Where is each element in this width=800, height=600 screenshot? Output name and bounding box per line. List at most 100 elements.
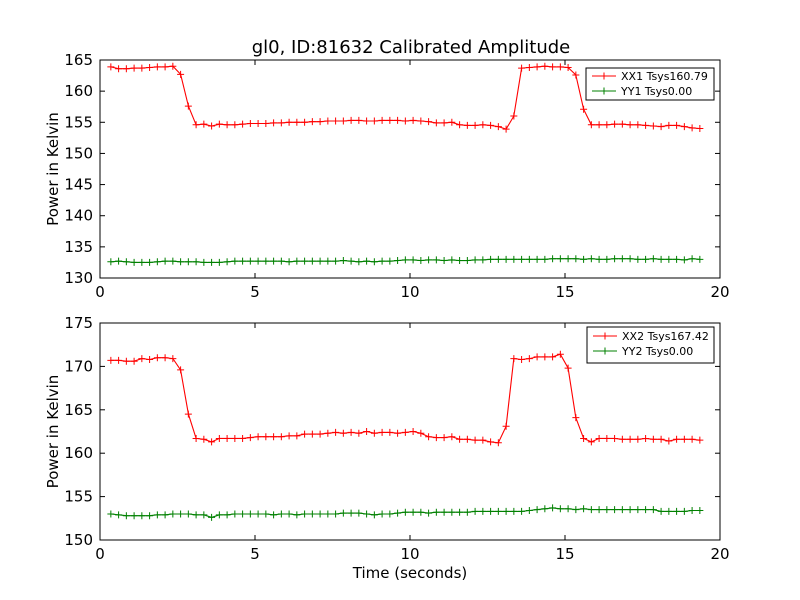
data-point xyxy=(665,437,673,445)
data-point xyxy=(417,117,425,125)
data-point xyxy=(626,121,634,129)
data-point xyxy=(595,255,603,263)
data-point xyxy=(626,255,634,263)
data-point xyxy=(208,438,216,446)
data-point xyxy=(564,364,572,372)
data-point xyxy=(316,510,324,518)
data-point xyxy=(510,112,518,120)
data-point xyxy=(239,434,247,442)
data-point xyxy=(440,119,448,127)
data-point xyxy=(192,511,200,519)
data-point xyxy=(549,63,557,71)
data-point xyxy=(657,507,665,515)
data-point xyxy=(502,507,510,515)
top-panel: 0 5 10 15 20 130 135 140 145 150 155 160 165 Power in… xyxy=(44,51,730,301)
data-point xyxy=(184,102,192,110)
x-tick-label: 20 xyxy=(710,283,729,301)
data-point xyxy=(510,355,518,363)
data-point xyxy=(339,117,347,125)
data-point xyxy=(339,509,347,517)
data-point xyxy=(347,257,355,265)
data-point xyxy=(673,507,681,515)
data-point xyxy=(471,507,479,515)
data-point xyxy=(138,512,146,520)
data-point xyxy=(153,63,161,71)
data-point xyxy=(525,63,533,71)
data-point xyxy=(386,428,394,436)
data-point xyxy=(425,256,433,264)
data-point xyxy=(239,510,247,518)
legend: XX2 Tsys167.42 YY2 Tsys0.00 xyxy=(586,326,715,364)
axes-frame xyxy=(99,322,721,541)
data-point xyxy=(432,256,440,264)
y-tick-label: 150 xyxy=(64,531,93,549)
data-point xyxy=(262,433,270,441)
data-point xyxy=(456,121,464,129)
data-point xyxy=(642,506,650,514)
data-point xyxy=(215,258,223,266)
data-point xyxy=(603,255,611,263)
data-point xyxy=(463,257,471,265)
legend-marker xyxy=(600,87,608,95)
data-point xyxy=(533,353,541,361)
data-point xyxy=(122,258,130,266)
data-point xyxy=(355,258,363,266)
data-point xyxy=(270,257,278,265)
data-point xyxy=(456,508,464,516)
data-point xyxy=(401,256,409,264)
data-point xyxy=(347,428,355,436)
data-point xyxy=(277,433,285,441)
data-point xyxy=(487,507,495,515)
data-point xyxy=(634,435,642,443)
data-point xyxy=(262,257,270,265)
data-point xyxy=(541,255,549,263)
data-point xyxy=(107,258,115,266)
data-point xyxy=(580,505,588,513)
data-point xyxy=(649,435,657,443)
data-point xyxy=(673,255,681,263)
data-point xyxy=(618,435,626,443)
data-point xyxy=(432,119,440,127)
data-point xyxy=(696,436,704,444)
data-point xyxy=(161,354,169,362)
data-point xyxy=(254,510,262,518)
y-axis-label: Power in Kelvin xyxy=(44,375,62,489)
y-tick-label: 165 xyxy=(64,401,93,419)
data-point xyxy=(130,258,138,266)
data-point xyxy=(549,255,557,263)
data-point xyxy=(463,508,471,516)
y-tick-label: 165 xyxy=(64,51,93,69)
data-point xyxy=(487,121,495,129)
data-point xyxy=(277,119,285,127)
data-point xyxy=(394,429,402,437)
data-point xyxy=(169,62,177,70)
data-point xyxy=(502,422,510,430)
data-point xyxy=(262,120,270,128)
data-point xyxy=(564,63,572,71)
data-point xyxy=(262,510,270,518)
data-point xyxy=(673,435,681,443)
data-point xyxy=(572,414,580,422)
legend-label: XX1 Tsys160.79 xyxy=(621,70,708,83)
data-point xyxy=(355,429,363,437)
data-point xyxy=(277,257,285,265)
data-point xyxy=(642,255,650,263)
data-point xyxy=(223,511,231,519)
data-point xyxy=(115,511,123,519)
axes-frame xyxy=(99,59,721,279)
data-point xyxy=(316,430,324,438)
data-point xyxy=(293,432,301,440)
data-point xyxy=(440,508,448,516)
data-point xyxy=(308,257,316,265)
y-tick-label: 175 xyxy=(64,314,93,332)
data-point xyxy=(479,256,487,264)
data-point xyxy=(587,255,595,263)
data-point xyxy=(177,258,185,266)
data-point xyxy=(394,116,402,124)
data-point xyxy=(355,116,363,124)
data-point xyxy=(432,508,440,516)
data-point xyxy=(401,508,409,516)
data-point xyxy=(587,438,595,446)
data-point xyxy=(378,116,386,124)
data-point xyxy=(200,511,208,519)
